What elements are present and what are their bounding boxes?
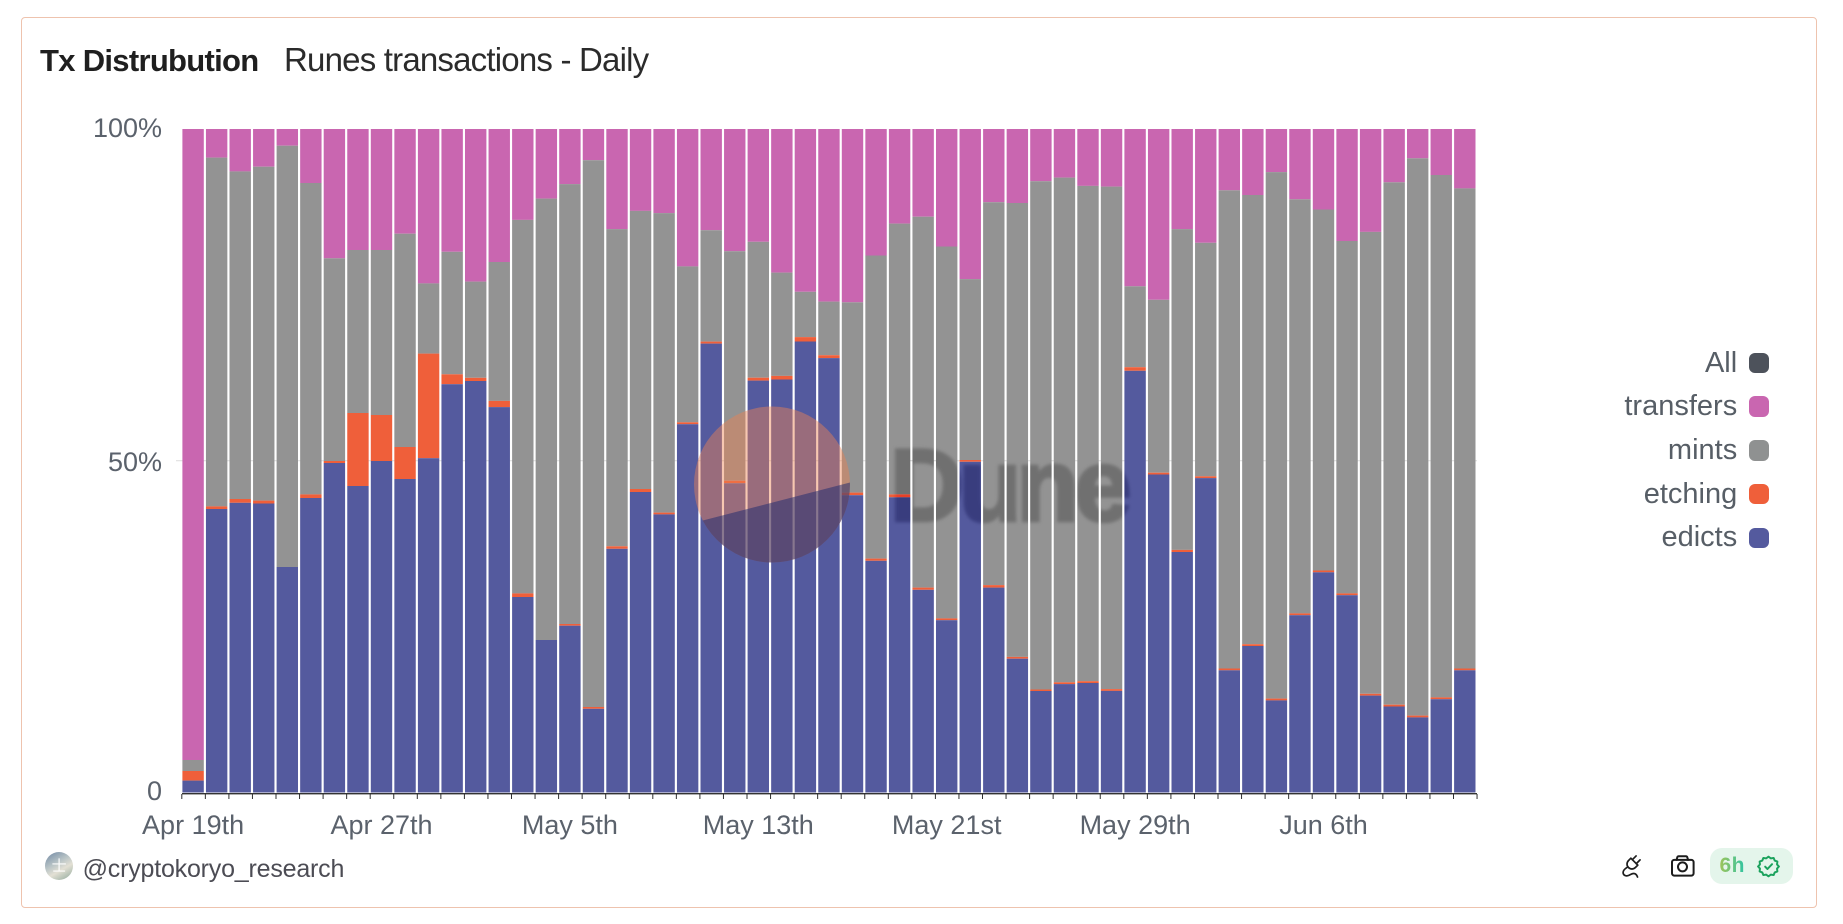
- svg-text:Dune: Dune: [890, 429, 1128, 543]
